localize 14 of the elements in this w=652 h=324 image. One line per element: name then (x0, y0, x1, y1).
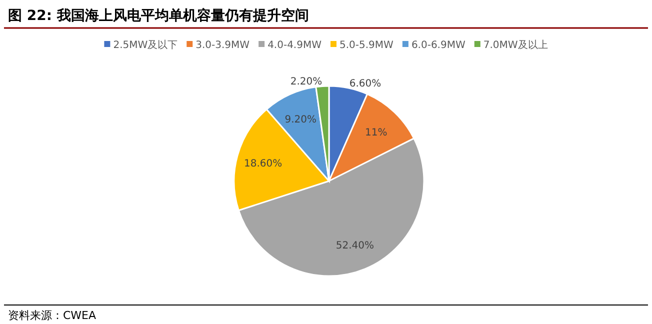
legend-label: 6.0-6.9MW (411, 40, 466, 51)
chart-title: 图 22: 我国海上风电平均单机容量仍有提升空间 (8, 7, 309, 24)
data-label: 6.60% (349, 78, 382, 90)
legend-label: 3.0-3.9MW (196, 40, 250, 51)
legend-label: 4.0-4.9MW (268, 40, 322, 51)
data-label: 18.60% (244, 158, 282, 170)
legend-label: 2.5MW及以下 (113, 39, 178, 51)
legend-label: 7.0MW及以上 (483, 39, 548, 51)
data-label: 52.40% (336, 240, 374, 252)
data-label: 2.20% (290, 76, 322, 88)
legend-label: 5.0-5.9MW (340, 40, 394, 51)
text: 资料来源：CWEA (8, 309, 97, 322)
data-label: 9.20% (284, 114, 317, 126)
data-label: 11% (365, 127, 388, 138)
